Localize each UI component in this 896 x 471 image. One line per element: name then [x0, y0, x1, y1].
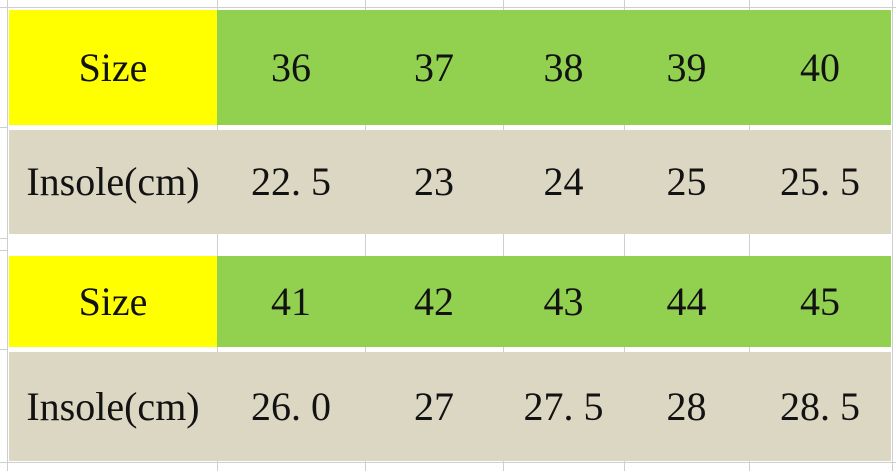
table2-size-row: Size 41 42 43 44 45	[9, 256, 891, 347]
gridline-vertical	[892, 0, 893, 471]
size-value-cell: 39	[624, 10, 749, 125]
gridline-vertical	[365, 0, 366, 471]
gridline-horizontal	[0, 462, 896, 463]
size-value-cell: 43	[503, 256, 624, 347]
size-value-cell: 38	[503, 10, 624, 125]
table1-size-row: Size 36 37 38 39 40	[9, 10, 891, 125]
table1-insole-label: Insole(cm)	[26, 159, 200, 204]
gridline-horizontal	[0, 7, 896, 8]
insole-value-cell: 25	[666, 159, 707, 204]
gridline-horizontal	[0, 349, 8, 350]
gridline-horizontal	[0, 127, 8, 128]
size-value-cell: 45	[749, 256, 891, 347]
gridline-vertical	[217, 0, 218, 471]
gridline-horizontal	[0, 250, 8, 251]
insole-value-cell: 27	[414, 383, 454, 429]
insole-value-cell: 27. 5	[523, 383, 604, 429]
insole-value-cell: 23	[414, 159, 454, 204]
gridline-vertical	[503, 0, 504, 471]
gridline-vertical	[624, 0, 625, 471]
insole-value-cell: 28	[666, 383, 707, 429]
table2-insole-row: Insole(cm) 26. 0 27 27. 5 28 28. 5	[9, 352, 891, 461]
gridline-vertical	[7, 0, 8, 471]
insole-value-cell: 24	[543, 159, 584, 204]
gridline-horizontal	[0, 238, 8, 239]
gridline-vertical	[749, 0, 750, 471]
insole-value-cell: 26. 0	[251, 383, 331, 429]
table1-size-label: Size	[9, 10, 217, 125]
size-value-cell: 37	[365, 10, 503, 125]
size-value-cell: 42	[365, 256, 503, 347]
size-value-cell: 44	[624, 256, 749, 347]
size-value-cell: 41	[217, 256, 365, 347]
insole-value-cell: 22. 5	[251, 159, 331, 204]
size-value-cell: 36	[217, 10, 365, 125]
insole-value-cell: 25. 5	[780, 159, 860, 204]
insole-value-cell: 28. 5	[780, 383, 860, 429]
table2-size-label: Size	[9, 256, 217, 347]
table1-insole-row: Insole(cm) 22. 5 23 24 25 25. 5	[9, 130, 891, 234]
size-value-cell: 40	[749, 10, 891, 125]
table2-insole-label: Insole(cm)	[26, 383, 200, 429]
